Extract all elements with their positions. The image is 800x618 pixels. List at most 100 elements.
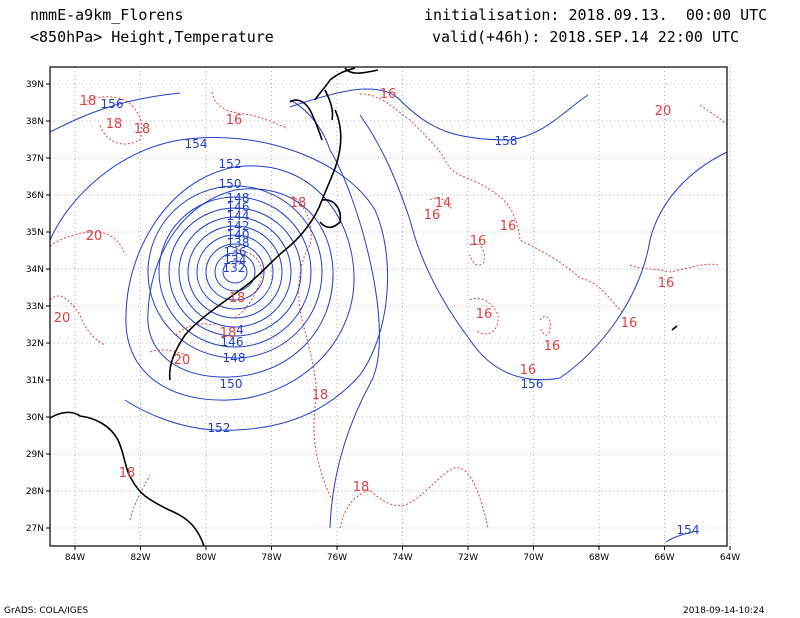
temperature-contour	[629, 263, 719, 273]
coastline	[49, 67, 678, 547]
temperature-contour-label: 18	[353, 480, 370, 495]
height-contour	[147, 188, 334, 378]
height-contour	[359, 114, 728, 381]
valid-time: valid(+46h): 2018.SEP.14 22:00 UTC	[432, 28, 740, 46]
lon-tick-label: 78W	[261, 553, 281, 563]
temperature-contour	[429, 197, 453, 211]
temperature-contour-label: 20	[174, 353, 191, 368]
height-contour-label: 4	[236, 323, 244, 337]
contour-labels: 1561541521501481461441421401381361341324…	[54, 87, 700, 537]
temperature-contour-label: 16	[424, 208, 441, 223]
temperature-contour-label: 16	[658, 276, 675, 291]
lon-tick-label: 72W	[458, 553, 478, 563]
lat-tick-label: 31N	[26, 376, 44, 386]
lat-tick-label: 28N	[26, 487, 44, 497]
height-contour-label: 150	[219, 177, 242, 191]
height-contour-label: 136	[224, 245, 247, 259]
temperature-contour-label: 20	[655, 104, 672, 119]
temperature-contour	[211, 91, 289, 129]
coastline-segment	[49, 411, 205, 547]
temperature-contour	[469, 243, 485, 266]
height-contour-ring	[178, 216, 292, 328]
coastline-segment	[344, 67, 379, 74]
height-contour-label: 134	[224, 253, 247, 267]
temperature-contour-label: 18	[229, 291, 246, 306]
height-contour-ring	[214, 252, 256, 292]
temperature-contour	[129, 474, 151, 521]
temperature-contour-label: 18	[312, 388, 329, 403]
coastline-segment	[168, 109, 342, 381]
lat-tick-label: 37N	[26, 154, 44, 164]
height-contour-ring	[222, 260, 248, 284]
height-contour-ring	[147, 185, 323, 359]
lat-tick-label: 32N	[26, 339, 44, 349]
temperature-contour-label: 18	[134, 122, 151, 137]
height-contour	[125, 165, 355, 401]
temperature-contour-label: 16	[500, 219, 517, 234]
temperature-contour	[175, 323, 215, 336]
lat-tick-label: 35N	[26, 228, 44, 238]
axis-ticks: 84W 82W 80W 78W 76W 74W 72W 70W 68W 66W 64W 27N 28N 2…	[26, 80, 740, 563]
height-contour-label: 140	[227, 228, 250, 242]
height-contour	[665, 531, 694, 543]
temperature-contour	[339, 467, 489, 529]
lon-tick-label: 66W	[654, 553, 674, 563]
lon-tick-label: 70W	[523, 553, 543, 563]
height-contour	[49, 92, 181, 133]
level-fields-title: <850hPa> Height,Temperature	[30, 28, 274, 46]
lat-tick-label: 29N	[26, 450, 44, 460]
height-contour-label: 156	[521, 377, 544, 391]
lat-lon-grid	[50, 67, 731, 546]
height-contour-label: 156	[101, 97, 124, 111]
coastline-segment	[314, 67, 356, 101]
lat-tick-label: 27N	[26, 524, 44, 534]
temperature-contours	[49, 91, 728, 529]
temperature-contour-label: 16	[621, 316, 638, 331]
height-contour-label: 146	[227, 200, 250, 214]
temperature-contour-label: 16	[520, 363, 537, 378]
lon-tick-label: 84W	[65, 553, 85, 563]
lat-tick-label: 34N	[26, 265, 44, 275]
lon-tick-label: 64W	[720, 553, 740, 563]
software-credit: GrADS: COLA/IGES	[4, 606, 89, 616]
lon-tick-label: 68W	[589, 553, 609, 563]
coastline-segment	[324, 89, 334, 121]
height-contour-label: 150	[220, 377, 243, 391]
lat-tick-label: 38N	[26, 117, 44, 127]
lat-tick-label: 36N	[26, 191, 44, 201]
temperature-contour-label: 16	[470, 234, 487, 249]
coastline-segment	[319, 199, 342, 229]
lon-tick-label: 82W	[130, 553, 150, 563]
temperature-contour	[539, 315, 551, 336]
model-title: nmmE-a9km_Florens	[30, 6, 184, 24]
lon-tick-label: 74W	[392, 553, 412, 563]
lon-tick-label: 76W	[327, 553, 347, 563]
height-contour-ring	[158, 196, 312, 348]
height-contour	[289, 88, 589, 141]
temperature-contour	[79, 96, 143, 145]
height-contour-label: 158	[495, 134, 518, 148]
initialisation-time: initialisation: 2018.09.13. 00:00 UTC	[424, 6, 768, 24]
height-contour-label: 154	[677, 523, 700, 537]
height-contour-label: 144	[227, 209, 250, 223]
temperature-contour	[469, 297, 499, 335]
temperature-contour-label: 18	[290, 196, 307, 211]
height-contour	[289, 99, 380, 529]
temperature-contour-label: 16	[476, 307, 493, 322]
height-contour-label: 132	[223, 261, 246, 275]
temperature-contour-label: 18	[106, 117, 123, 132]
height-contour-label: 148	[223, 351, 246, 365]
temperature-contour	[49, 295, 106, 346]
temperature-contour-label: 14	[435, 196, 452, 211]
temperature-contour-label: 16	[380, 87, 397, 102]
height-contours	[49, 88, 728, 543]
height-contour-label: 154	[185, 137, 208, 151]
temperature-contour-label: 16	[544, 339, 561, 354]
coastline-segment	[289, 99, 323, 141]
map-frame	[49, 66, 728, 547]
lat-tick-label: 39N	[26, 80, 44, 90]
temperature-contour-label: 20	[86, 229, 103, 244]
lon-tick-label: 80W	[196, 553, 216, 563]
height-contour-ring	[168, 207, 302, 337]
